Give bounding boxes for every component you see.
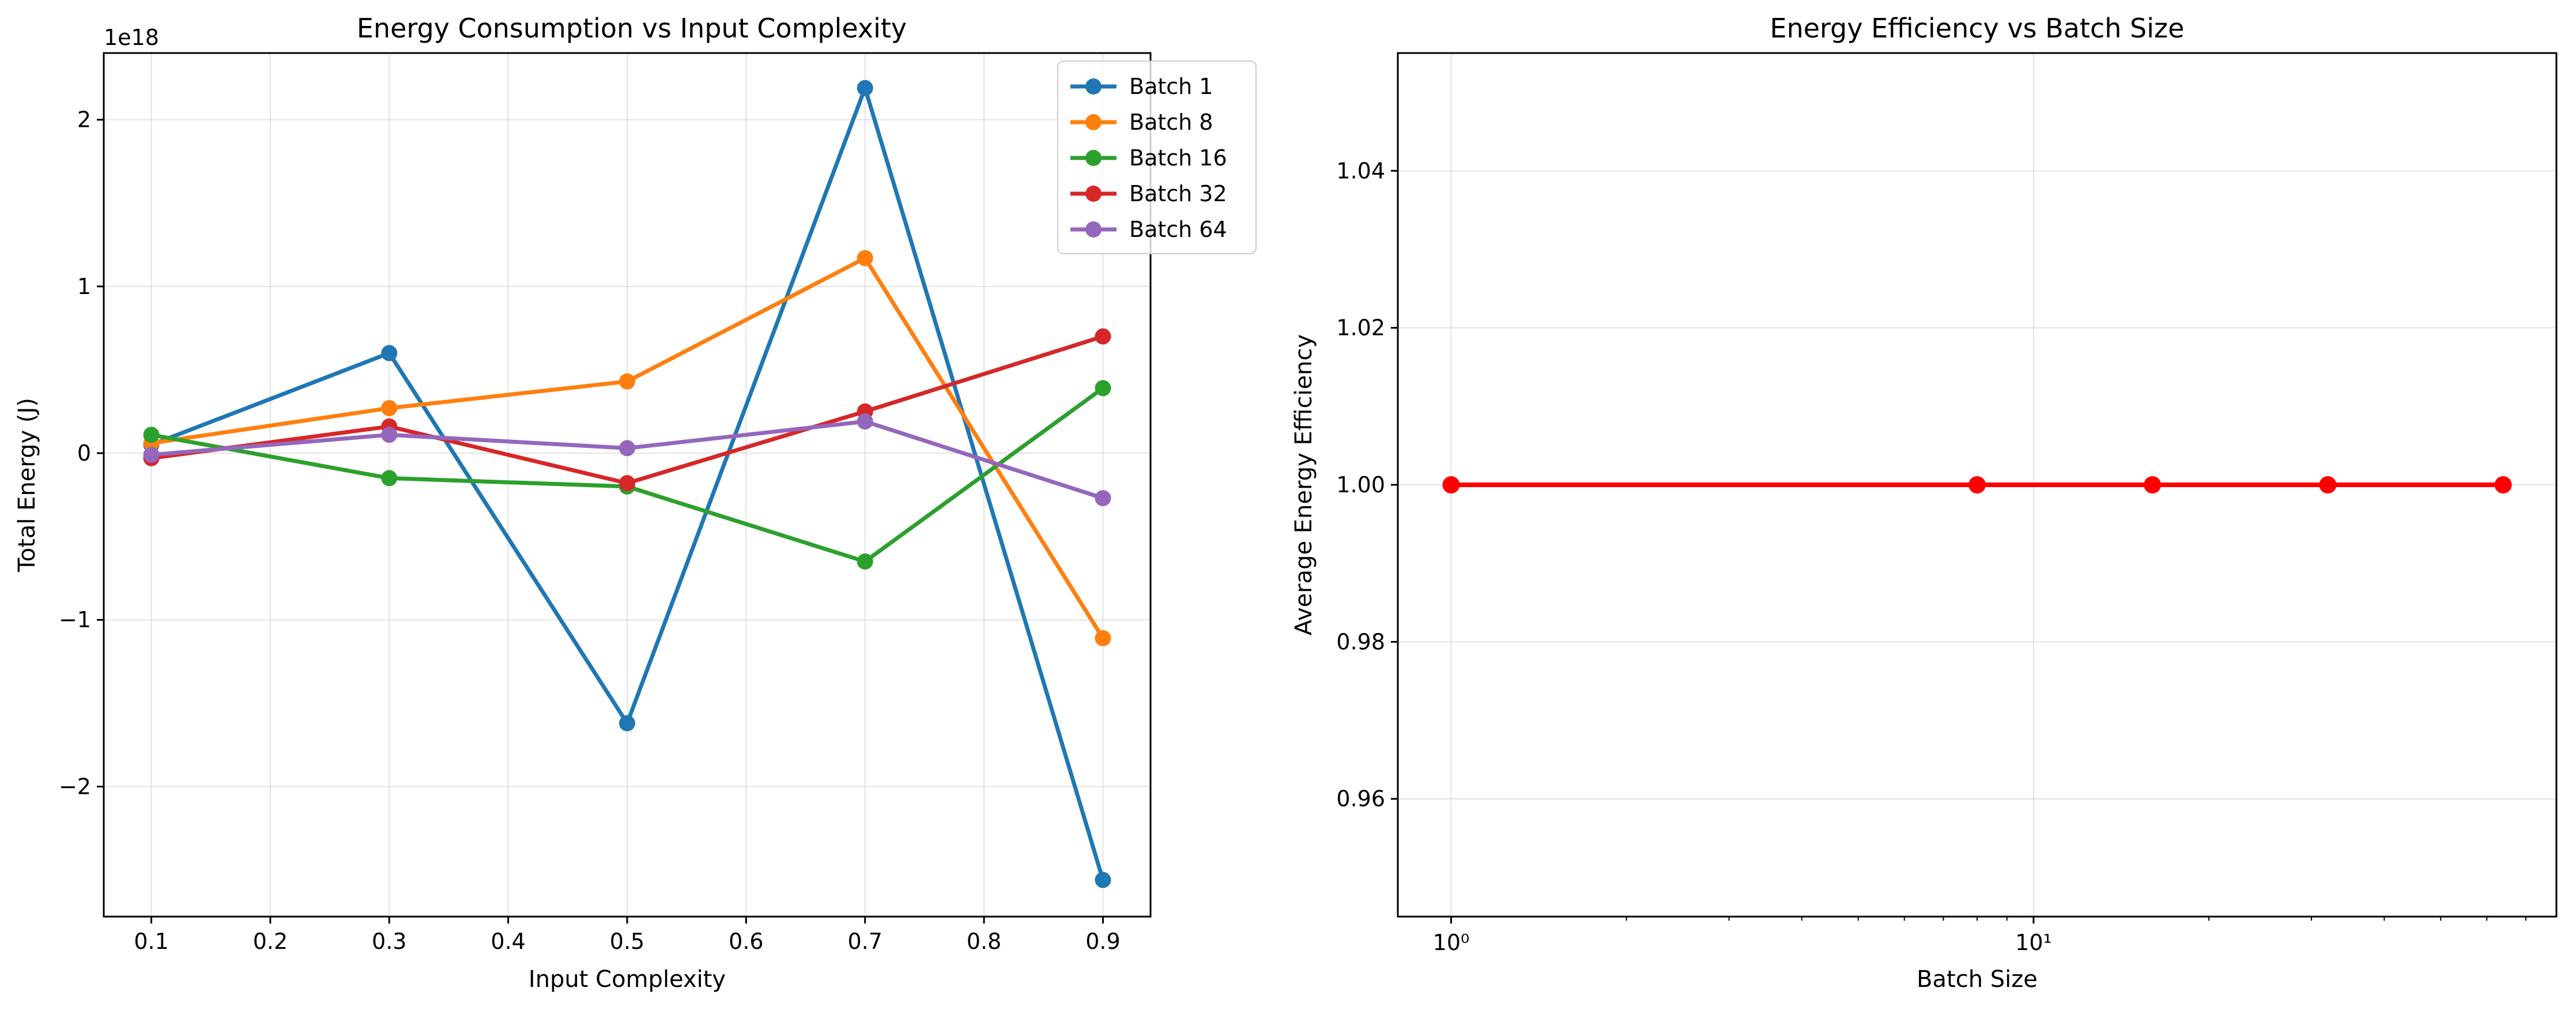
chart1-y-tick-label: −2 xyxy=(59,774,91,799)
chart1-data-point xyxy=(619,715,635,732)
chart1-data-point xyxy=(619,475,635,492)
chart1-legend-marker xyxy=(1085,114,1102,130)
chart1-legend-marker xyxy=(1085,221,1102,238)
chart1-legend-label: Batch 1 xyxy=(1129,74,1213,99)
chart2-x-tick-label: 10¹ xyxy=(2015,930,2052,955)
chart1-x-tick-label: 0.5 xyxy=(610,929,644,954)
chart2-data-point xyxy=(2494,476,2512,493)
chart1-x-tick-label: 0.6 xyxy=(729,929,763,954)
chart2-y-tick-label: 1.00 xyxy=(1336,472,1385,498)
energy-consumption-chart: Energy Consumption vs Input Complexity 1… xyxy=(14,13,1257,993)
chart1-y-axis-label: Total Energy (J) xyxy=(14,398,40,572)
chart1-data-point xyxy=(1095,630,1111,647)
chart1-data-point xyxy=(619,373,635,390)
chart2-y-tick-label: 1.02 xyxy=(1336,315,1385,341)
chart2-x-axis-label: Batch Size xyxy=(1917,966,2038,993)
chart2-data-point xyxy=(2319,476,2337,493)
chart1-data-point xyxy=(1095,490,1111,507)
chart2-plot-frame xyxy=(1397,52,2558,918)
chart1-y-offset-label: 1e18 xyxy=(104,25,159,50)
chart1-legend: Batch 1 Batch 8 Batch 16 Batch 32 Batch 64 xyxy=(1057,61,1257,254)
chart1-data-point xyxy=(619,440,635,457)
chart1-title: Energy Consumption vs Input Complexity xyxy=(357,13,907,44)
chart1-legend-label: Batch 8 xyxy=(1129,110,1213,135)
chart1-data-point xyxy=(143,427,160,443)
chart2-x-tick-label: 10⁰ xyxy=(1433,930,1470,955)
chart1-data-point xyxy=(381,427,398,443)
chart1-plot-frame xyxy=(103,52,1152,918)
chart1-legend-label: Batch 64 xyxy=(1129,217,1227,242)
energy-efficiency-chart: Energy Efficiency vs Batch Size 10⁰ 10¹ 0.… xyxy=(1291,13,2558,993)
chart1-y-tick-label: 1 xyxy=(77,274,91,299)
chart1-legend-label: Batch 16 xyxy=(1129,145,1227,171)
chart1-legend-marker xyxy=(1085,150,1102,166)
chart1-x-tick-label: 0.2 xyxy=(253,929,288,954)
chart1-legend-label: Batch 32 xyxy=(1129,181,1227,206)
chart2-y-axis-label: Average Energy Efficiency xyxy=(1291,334,1317,635)
chart1-y-tick-label: −1 xyxy=(59,607,91,632)
chart2-title: Energy Efficiency vs Batch Size xyxy=(1770,13,2185,44)
chart2-y-tick-label: 0.96 xyxy=(1336,786,1385,812)
chart1-series xyxy=(143,80,1111,888)
chart1-x-tick-label: 0.3 xyxy=(372,929,406,954)
chart1-data-point xyxy=(381,400,398,416)
chart1-data-point xyxy=(381,470,398,487)
chart1-ticks: 0.1 0.2 0.3 0.4 0.5 0.6 0.7 0.8 0.9 −2 −1 0 1 2 xyxy=(59,107,1121,954)
chart1-data-point xyxy=(857,413,873,430)
chart1-data-point xyxy=(1095,380,1111,397)
chart2-data-point xyxy=(2144,476,2162,493)
chart1-data-point xyxy=(381,345,398,361)
chart2-data-point xyxy=(1968,476,1986,493)
chart1-x-tick-label: 0.8 xyxy=(967,929,1001,954)
chart1-x-tick-label: 0.1 xyxy=(134,929,168,954)
chart2-ticks: 10⁰ 10¹ 0.96 0.98 1.00 1.02 1.04 xyxy=(1336,158,2526,955)
chart1-legend-marker xyxy=(1085,78,1102,95)
chart1-x-tick-label: 0.4 xyxy=(491,929,525,954)
chart1-y-tick-label: 0 xyxy=(77,440,91,466)
chart1-data-point xyxy=(857,80,873,96)
chart1-data-point xyxy=(1095,328,1111,345)
chart1-data-point xyxy=(1095,872,1111,888)
chart1-x-axis-label: Input Complexity xyxy=(529,966,726,993)
chart1-legend-marker xyxy=(1085,186,1102,202)
chart1-data-point xyxy=(143,446,160,463)
chart1-x-tick-label: 0.7 xyxy=(848,929,882,954)
chart1-y-tick-label: 2 xyxy=(77,107,91,133)
chart1-legend-box xyxy=(1057,61,1257,254)
chart1-x-tick-label: 0.9 xyxy=(1085,929,1120,954)
chart2-y-tick-label: 0.98 xyxy=(1336,629,1385,654)
chart2-series xyxy=(1442,476,2512,493)
chart1-data-point xyxy=(857,250,873,266)
chart2-y-tick-label: 1.04 xyxy=(1336,158,1385,183)
chart2-data-point xyxy=(1442,476,1460,493)
chart1-data-point xyxy=(857,553,873,570)
